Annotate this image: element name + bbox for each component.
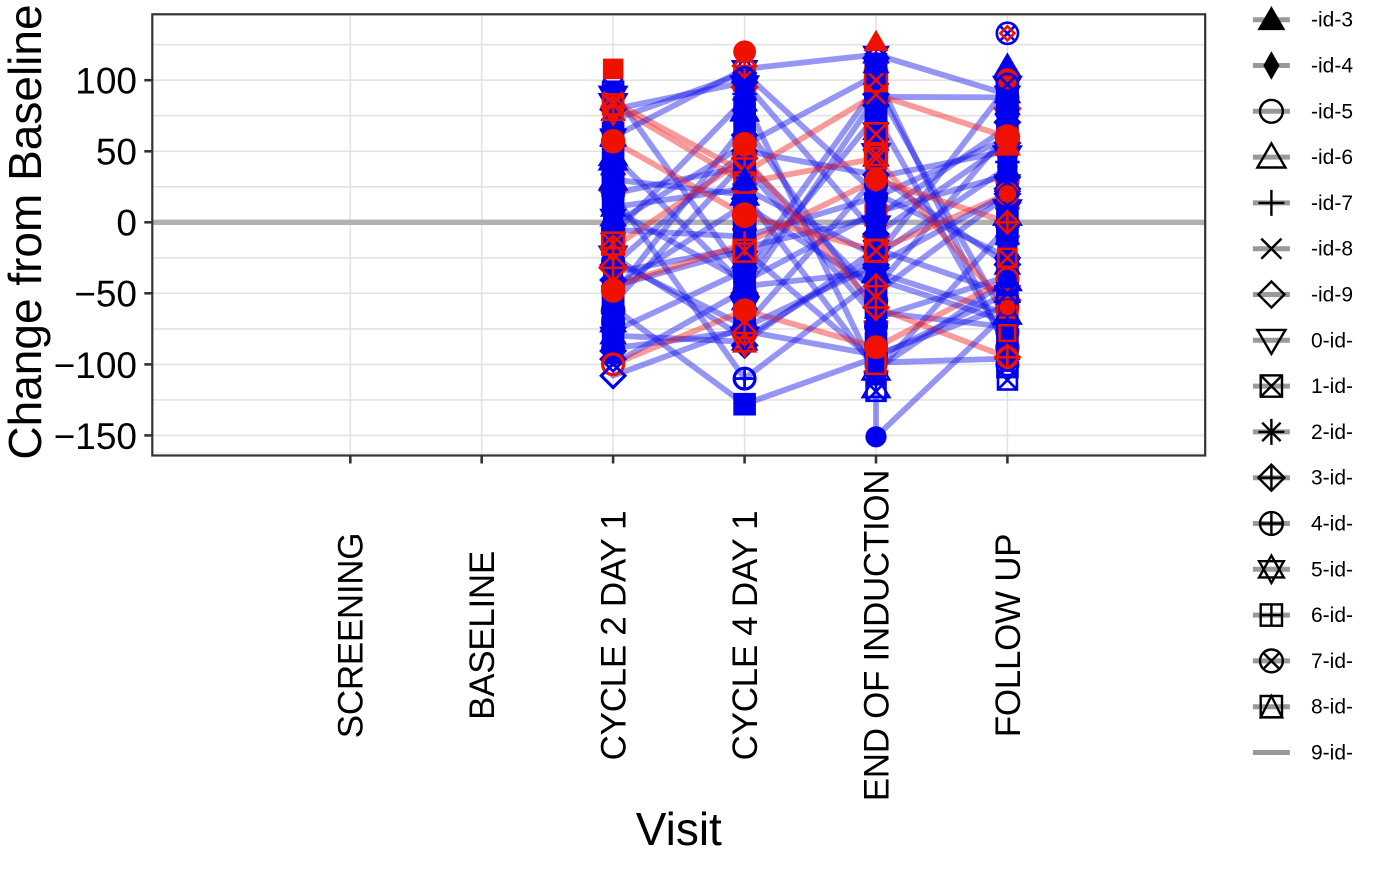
svg-text:-id-7: -id-7 [1311,192,1353,215]
svg-text:50: 50 [96,132,137,173]
svg-text:-id-3: -id-3 [1311,9,1353,32]
svg-text:3-id-: 3-id- [1311,467,1353,490]
svg-text:8-id-: 8-id- [1311,696,1353,719]
svg-text:-id-8: -id-8 [1311,238,1353,261]
svg-text:1-id-: 1-id- [1311,375,1353,398]
svg-text:−100: −100 [54,345,137,386]
svg-text:6-id-: 6-id- [1311,604,1353,627]
svg-text:9-id-: 9-id- [1311,742,1353,765]
svg-text:5-id-: 5-id- [1311,558,1353,581]
svg-text:FOLLOW UP: FOLLOW UP [989,534,1028,737]
svg-text:CYCLE 4 DAY 1: CYCLE 4 DAY 1 [726,511,765,761]
svg-text:4-id-: 4-id- [1311,513,1353,536]
svg-text:-id-5: -id-5 [1311,100,1353,123]
svg-text:Visit: Visit [636,803,722,855]
svg-text:0-id-: 0-id- [1311,329,1353,352]
svg-text:2-id-: 2-id- [1311,421,1353,444]
svg-text:-id-6: -id-6 [1311,146,1353,169]
svg-text:CYCLE 2 DAY 1: CYCLE 2 DAY 1 [595,511,634,761]
svg-text:END OF INDUCTION: END OF INDUCTION [857,470,896,802]
svg-text:-id-4: -id-4 [1311,55,1353,78]
svg-text:100: 100 [75,61,137,102]
svg-text:SCREENING: SCREENING [332,533,371,738]
svg-text:-id-9: -id-9 [1311,284,1353,307]
svg-text:7-id-: 7-id- [1311,650,1353,673]
svg-text:−50: −50 [74,274,137,315]
svg-text:0: 0 [116,203,137,244]
svg-text:Change from Baseline: Change from Baseline [0,4,51,459]
svg-text:BASELINE: BASELINE [463,551,502,720]
svg-text:−150: −150 [54,416,137,457]
